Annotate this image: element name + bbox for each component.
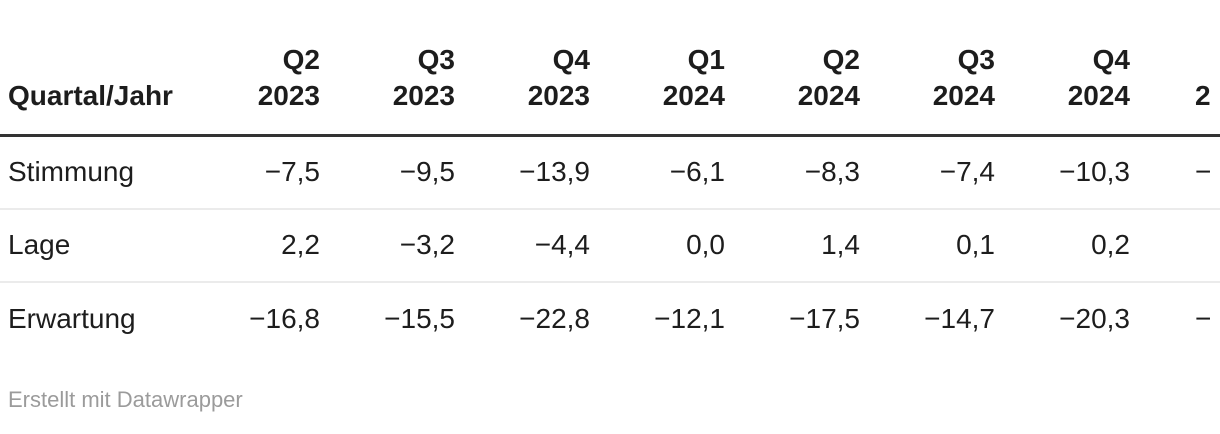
header-quarter-line: Q2 [282, 44, 320, 75]
value-cell: 0,0 [595, 207, 730, 282]
datawrapper-attribution-link[interactable]: Erstellt mit Datawrapper [8, 386, 243, 412]
value-cell: −6,1 [669, 156, 725, 188]
table-body: Stimmung −7,5 −9,5 −13,9 −6,1 −8,3 −7,4 −10,3− L… [0, 136, 1220, 355]
value-cell: −8,3 [804, 156, 860, 188]
value-cell: −15,5 [325, 280, 460, 355]
header-quarter-line: Q3 [417, 44, 455, 75]
header-year-line: 2024 [932, 80, 995, 111]
value-cell: 2,2 [190, 207, 325, 282]
value-cell: 0,2 [1000, 207, 1135, 282]
value-cell: 1,4 [730, 207, 865, 282]
header-year-line: 2023 [257, 80, 320, 111]
value-cell-truncated [1135, 207, 1220, 282]
row-label: Stimmung [8, 156, 135, 188]
header-quarter-line: Q1 [687, 44, 725, 75]
column-header-label: Quartal/Jahr [0, 0, 190, 137]
header-year-line: 2024 [797, 80, 860, 111]
data-table: Quartal/Jahr Q2 2023 Q3 2023 Q4 2023 Q1 2024 Q2 2… [0, 0, 1220, 355]
header-quarter-line: Q4 [1092, 44, 1130, 75]
value-cell: −12,1 [595, 280, 730, 355]
value-cell: −3,2 [325, 207, 460, 282]
value-cell: −20,3 [1000, 280, 1135, 355]
column-header-truncated: 2 [1135, 0, 1220, 137]
value-cell: −7,4 [939, 156, 995, 188]
value-cell-truncated: − [1195, 156, 1212, 188]
value-cell: −22,8 [460, 280, 595, 355]
header-quarter-line: Q4 [552, 44, 590, 75]
value-cell: −9,5 [399, 156, 455, 188]
header-year-line: 2024 [662, 80, 725, 111]
header-quarter-line [1195, 42, 1220, 78]
header-year-line: 2024 [1067, 80, 1130, 111]
column-header-quarter: Q2 2024 [730, 0, 865, 137]
value-cell: −14,7 [865, 280, 1000, 355]
row-label: Erwartung [0, 280, 190, 355]
value-cell: 0,1 [865, 207, 1000, 282]
header-year-line: 2023 [527, 80, 590, 111]
value-cell: −13,9 [519, 156, 590, 188]
header-year-line: 2 [1195, 80, 1211, 111]
column-header-quarter: Q2 2023 [190, 0, 325, 137]
table-row: Stimmung −7,5 −9,5 −13,9 −6,1 −8,3 −7,4 −10,3 − [0, 136, 1220, 209]
row-label: Lage [0, 207, 190, 282]
table-row: Lage 2,2 −3,2 −4,4 0,0 1,4 0,1 0,2 [0, 207, 1220, 282]
value-cell: −7,5 [264, 156, 320, 188]
attribution: Erstellt mit Datawrapper [8, 387, 1220, 413]
header-year-line: 2023 [392, 80, 455, 111]
header-quarter-line: Q3 [957, 44, 995, 75]
table-row: Erwartung −16,8 −15,5 −22,8 −12,1 −17,5 −14,7−… [0, 280, 1220, 355]
column-header-quarter: Q4 2024 [1000, 0, 1135, 137]
header-row: Quartal/Jahr Q2 2023 Q3 2023 Q4 2023 Q1 2024 Q2 2… [0, 0, 1220, 137]
column-header-quarter: Q4 2023 [460, 0, 595, 137]
column-header-quarter: Q3 2024 [865, 0, 1000, 137]
column-header-quarter: Q3 2023 [325, 0, 460, 137]
header-quarter-line: Q2 [822, 44, 860, 75]
value-cell: −16,8 [190, 280, 325, 355]
table-header: Quartal/Jahr Q2 2023 Q3 2023 Q4 2023 Q1 2024 Q2 2… [0, 0, 1220, 137]
value-cell: −4,4 [460, 207, 595, 282]
value-cell-truncated: − [1135, 280, 1220, 355]
value-cell: −17,5 [730, 280, 865, 355]
value-cell: −10,3 [1059, 156, 1130, 188]
column-header-quarter: Q1 2024 [595, 0, 730, 137]
